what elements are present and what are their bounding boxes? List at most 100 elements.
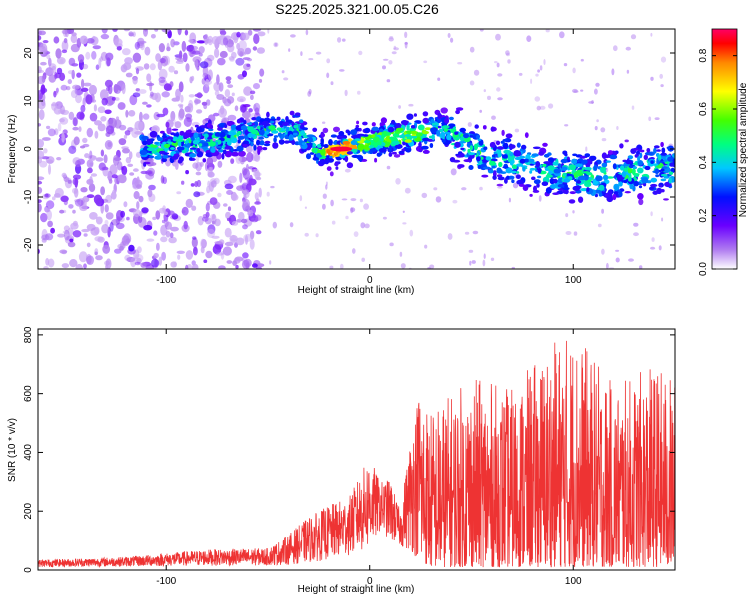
spectrogram-noise-cell — [63, 38, 68, 44]
spectrogram-ridge-cell — [505, 133, 513, 139]
spectrogram-noise-cell — [72, 84, 80, 90]
spectrogram-ridge-cell — [469, 134, 474, 138]
spectrogram-noise-cell — [308, 58, 314, 61]
spectrogram-noise-cell — [133, 208, 141, 217]
spectrogram-noise-cell — [247, 209, 254, 217]
spectrogram-noise-cell — [150, 34, 156, 39]
spectrogram-ridge-cell — [542, 163, 547, 168]
spectrogram-noise-cell — [225, 76, 232, 81]
spectrogram-noise-cell — [358, 50, 363, 56]
spectrogram-ridge-cell — [388, 152, 393, 157]
spectrogram-noise-cell — [153, 230, 158, 236]
snr-ytick-label: 200 — [23, 502, 34, 519]
spectrogram-noise-cell — [82, 97, 86, 108]
spectrogram-ridge-cell — [660, 168, 665, 172]
spectrogram-noise-cell — [92, 45, 102, 50]
spectrogram-noise-cell — [86, 194, 95, 199]
spectrogram-ridge-cell — [503, 149, 512, 154]
spectrogram-ridge-cell — [259, 140, 265, 146]
spectrogram-noise-cell — [255, 176, 262, 181]
spectrogram-ridge-cell — [448, 116, 454, 121]
spectrogram-noise-cell — [508, 197, 511, 203]
spectrogram-ridge-cell — [261, 120, 269, 126]
spectrogram-noise-cell — [447, 233, 453, 240]
spectrogram-noise-cell — [330, 81, 334, 86]
spectrogram-ridge-cell — [560, 158, 568, 164]
spectrogram-ridge-cell — [529, 167, 536, 171]
spectrogram-noise-cell — [192, 236, 197, 240]
spectrogram-noise-cell — [170, 226, 179, 232]
spectrogram-noise-cell — [114, 97, 120, 101]
spectrogram-noise-cell — [195, 171, 202, 176]
spectrogram-noise-cell — [241, 202, 250, 210]
spectrogram-ridge-cell — [612, 193, 617, 201]
spectrogram-noise-cell — [105, 194, 113, 204]
spectrogram-ridge-cell — [356, 120, 360, 125]
spectrogram-noise-cell — [95, 64, 100, 70]
spectrogram-ridge-cell — [602, 174, 609, 181]
spectrogram-noise-cell — [61, 40, 69, 52]
spectrogram-ridge-cell — [443, 131, 451, 135]
spectrogram-noise-cell — [175, 60, 184, 64]
spectrogram-noise-cell — [104, 109, 112, 115]
snr-line — [38, 340, 675, 568]
spectrogram-ridge-cell — [572, 153, 578, 157]
spectrogram-noise-cell — [633, 222, 639, 227]
spectrogram-noise-cell — [543, 59, 546, 65]
spectrogram-noise-cell — [71, 69, 75, 80]
spectrogram-noise-cell — [67, 79, 73, 85]
spectrogram-noise-cell — [168, 236, 177, 244]
spectrogram-ridge-cell — [653, 147, 657, 154]
spectrogram-ridge-cell — [176, 146, 185, 151]
spectrogram-noise-cell — [364, 223, 370, 229]
spectrogram-ridge-cell — [531, 176, 536, 181]
spectrogram-noise-cell — [73, 136, 80, 146]
spectrogram-noise-cell — [84, 153, 90, 159]
spectrogram-noise-cell — [197, 215, 204, 226]
spectrogram-noise-cell — [389, 36, 394, 40]
spectrogram-ridge-cell — [346, 162, 354, 169]
spectrogram-noise-cell — [59, 72, 66, 82]
spectrogram-noise-cell — [143, 63, 150, 70]
spectrogram-noise-cell — [404, 187, 411, 194]
spectrogram-noise-cell — [469, 46, 475, 53]
spectrogram-noise-cell — [76, 72, 82, 78]
spectrogram-noise-cell — [176, 191, 182, 195]
spectrogram-ridge-cell — [476, 134, 480, 140]
spectrogram-noise-cell — [388, 60, 393, 65]
spectrogram-noise-cell — [222, 246, 232, 256]
spectrogram-noise-cell — [149, 63, 156, 71]
spectrogram-noise-cell — [166, 126, 172, 135]
spectrogram-ridge-cell — [235, 125, 243, 131]
spectrogram-noise-cell — [496, 62, 500, 68]
spectrogram-ridge-cell — [660, 189, 665, 193]
spectrogram-ridge-cell — [385, 135, 391, 142]
spectrogram-noise-cell — [253, 168, 259, 174]
spectrogram-ridge-cell — [579, 178, 585, 185]
spectrogram-noise-cell — [242, 70, 247, 78]
spectrogram-noise-cell — [254, 201, 261, 205]
spectrogram-noise-cell — [198, 46, 205, 54]
spectrogram-ridge-cell — [528, 158, 535, 163]
spectrogram-ridge-cell — [502, 166, 509, 169]
spectrogram-ridge-cell — [522, 166, 526, 172]
spectrogram-noise-cell — [128, 244, 135, 252]
spectrogram-noise-cell — [132, 92, 141, 98]
spectrogram-ridge-cell — [457, 164, 465, 168]
spectrogram-ridge-cell — [496, 183, 504, 187]
spectrogram-noise-cell — [382, 216, 387, 220]
spectrogram-ridge-cell — [538, 151, 545, 156]
spectrogram-ridge-cell — [271, 130, 279, 134]
spectrogram-noise-cell — [217, 57, 226, 66]
spectrogram-noise-cell — [54, 187, 64, 198]
spectrogram-noise-cell — [123, 134, 128, 139]
spectrogram-noise-cell — [205, 202, 210, 212]
spectrogram-noise-cell — [497, 97, 503, 101]
colorbar-tick-label: 0.8 — [698, 48, 709, 62]
spectrogram-ridge-cell — [476, 156, 481, 162]
spectrogram-noise-cell — [399, 251, 403, 257]
spectrogram-ridge-cell — [402, 140, 406, 146]
spectrogram-noise-cell — [248, 178, 257, 186]
spectrogram-noise-cell — [113, 83, 119, 94]
spectrogram-noise-cell — [108, 178, 113, 184]
